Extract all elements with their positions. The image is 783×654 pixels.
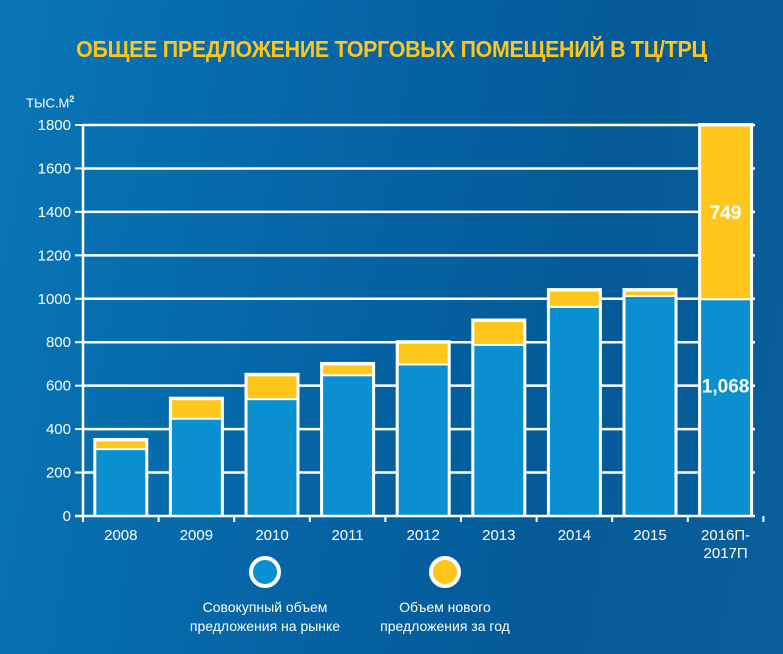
bar-cumulative-2 xyxy=(247,400,297,516)
data-labels: 1,068 749 xyxy=(702,203,750,398)
y-tick-label: 1200 xyxy=(38,247,71,264)
bar-cumulative-8 xyxy=(701,300,751,516)
x-tick-label: 2016П-2017П xyxy=(701,527,750,562)
bar-new-6 xyxy=(549,291,599,306)
x-tick-label: 2011 xyxy=(331,527,363,544)
bar-new-4 xyxy=(398,343,448,364)
x-axis-ticks: 2008 2009 2010 2011 2012 2013 2014 2015 2016П-20… xyxy=(82,516,765,562)
y-tick-label: 1000 xyxy=(38,291,71,308)
bar-cumulative-3 xyxy=(323,376,373,516)
bar-cumulative-5 xyxy=(474,345,524,516)
bar-new-2 xyxy=(247,376,297,399)
bar-new-5 xyxy=(474,322,524,344)
y-axis-unit-label: ТЫС.М2 xyxy=(26,94,74,110)
legend-item-new: Объем нового предложения за год xyxy=(355,556,535,636)
y-tick-label: 400 xyxy=(46,421,71,438)
y-tick-label: 800 xyxy=(46,334,71,351)
legend-label-line2: предложения за год xyxy=(380,618,510,634)
x-tick-label: 2009 xyxy=(180,527,213,544)
unit-superscript: 2 xyxy=(69,94,75,104)
x-tick-label: 2010 xyxy=(255,527,288,544)
bar-new-0 xyxy=(96,441,146,449)
unit-text: ТЫС.М xyxy=(26,95,70,111)
legend-label-line1: Совокупный объем xyxy=(202,599,328,615)
x-tick-label: 2015 xyxy=(633,527,666,544)
x-tick-label: 2014 xyxy=(558,527,591,544)
x-tick-label: 2008 xyxy=(104,527,137,544)
legend-swatch-new xyxy=(429,556,461,588)
legend-label-line2: предложения на рынке xyxy=(189,618,341,634)
y-axis-ticks: 0 200 400 600 800 1000 1200 1400 1600 1800 xyxy=(38,117,83,525)
legend-swatch-cumulative xyxy=(249,556,281,588)
x-tick-label: 2012 xyxy=(407,527,440,544)
chart-title: ОБЩЕЕ ПРЕДЛОЖЕНИЕ ТОРГОВЫХ ПОМЕЩЕНИЙ В Т… xyxy=(76,36,707,62)
y-tick-label: 1800 xyxy=(38,117,71,134)
x-tick-label: 2013 xyxy=(482,527,515,544)
axes xyxy=(75,125,755,518)
y-tick-label: 1400 xyxy=(38,204,71,221)
legend-item-cumulative: Совокупный объем предложения на рынке xyxy=(170,556,360,636)
data-label-cumulative: 1,068 xyxy=(702,377,750,398)
y-tick-label: 0 xyxy=(63,508,71,525)
bar-cumulative-6 xyxy=(549,307,599,516)
bar-cumulative-1 xyxy=(171,419,221,516)
y-tick-label: 600 xyxy=(46,378,71,395)
bar-new-7 xyxy=(625,291,675,296)
legend-label-line1: Объем нового xyxy=(399,599,491,615)
bar-cumulative-7 xyxy=(625,297,675,516)
bar-cumulative-0 xyxy=(96,450,146,516)
bars xyxy=(93,123,754,516)
bar-new-1 xyxy=(171,400,221,418)
y-tick-label: 1600 xyxy=(38,160,71,177)
bar-cumulative-4 xyxy=(398,365,448,516)
data-label-new: 749 xyxy=(710,203,742,224)
y-tick-label: 200 xyxy=(46,465,71,482)
bar-new-8 xyxy=(701,126,751,299)
bar-new-3 xyxy=(323,365,373,375)
